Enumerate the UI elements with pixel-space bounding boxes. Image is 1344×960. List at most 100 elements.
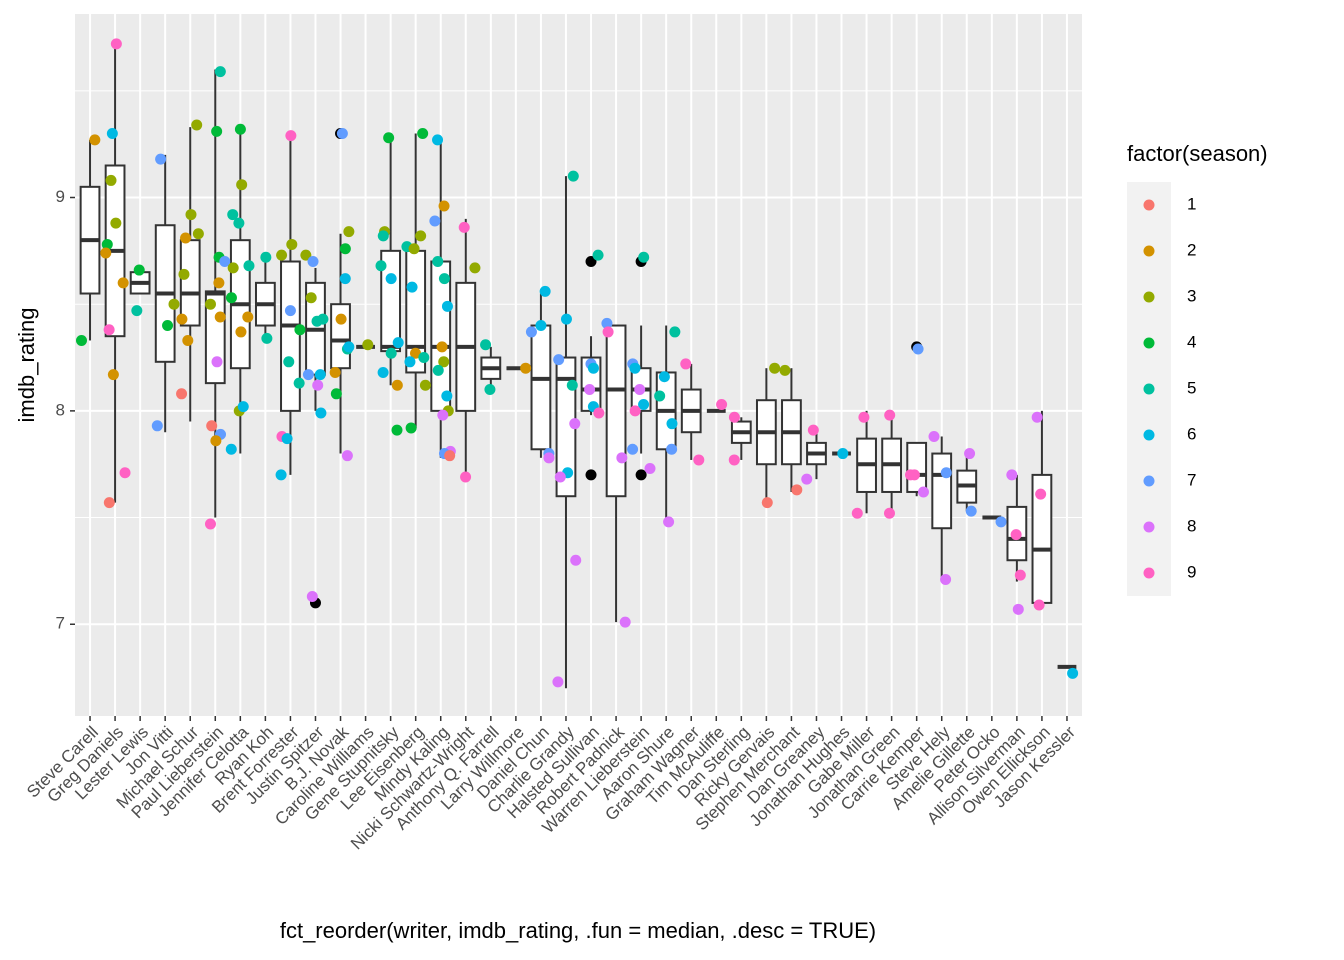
point: [539, 285, 551, 297]
point: [405, 422, 417, 434]
point: [728, 454, 740, 466]
point: [339, 273, 351, 285]
point: [1014, 569, 1026, 581]
y-tick-label: 7: [56, 614, 65, 633]
point: [940, 573, 952, 585]
point: [106, 127, 118, 139]
point: [317, 313, 329, 325]
box: [931, 452, 953, 530]
point: [225, 292, 237, 304]
point: [391, 424, 403, 436]
legend-label: 6: [1187, 424, 1196, 443]
point: [330, 388, 342, 400]
point: [417, 127, 429, 139]
point: [779, 364, 791, 376]
point: [176, 313, 188, 325]
legend-label: 1: [1187, 194, 1196, 213]
point: [884, 409, 896, 421]
point: [75, 334, 87, 346]
point: [284, 305, 296, 317]
point: [283, 356, 295, 368]
point: [234, 123, 246, 135]
point: [917, 486, 929, 498]
point: [392, 337, 404, 349]
point: [791, 484, 803, 496]
point: [185, 209, 197, 221]
point: [227, 209, 239, 221]
point: [680, 358, 692, 370]
box: [530, 324, 552, 451]
outlier: [585, 256, 597, 268]
point: [182, 334, 194, 346]
point: [658, 371, 670, 383]
point: [211, 125, 223, 137]
point: [437, 409, 449, 421]
point: [438, 356, 450, 368]
point: [335, 313, 347, 325]
panel: [75, 14, 1082, 716]
point: [343, 226, 355, 238]
point: [383, 132, 395, 144]
legend-label: 8: [1187, 516, 1196, 535]
point: [117, 277, 129, 289]
point: [235, 326, 247, 338]
point: [385, 273, 397, 285]
point: [883, 507, 895, 519]
point: [312, 379, 324, 391]
point: [716, 398, 728, 410]
point: [131, 305, 143, 317]
point: [638, 398, 650, 410]
point: [584, 384, 596, 396]
point: [110, 38, 122, 50]
point: [1067, 667, 1079, 679]
point: [285, 130, 297, 142]
point: [237, 401, 249, 413]
legend-key: [1143, 199, 1155, 211]
point: [192, 228, 204, 240]
legend-key: [1143, 245, 1155, 257]
point: [567, 170, 579, 182]
point: [1035, 488, 1047, 500]
point: [315, 407, 327, 419]
point: [566, 379, 578, 391]
point: [415, 230, 427, 242]
point: [438, 273, 450, 285]
point: [592, 249, 604, 261]
point: [1006, 469, 1018, 481]
point: [275, 469, 287, 481]
point: [162, 320, 174, 332]
point: [593, 407, 605, 419]
point: [1012, 603, 1024, 615]
point: [176, 388, 188, 400]
legend-key: [1143, 521, 1155, 533]
point: [666, 443, 678, 455]
point: [404, 356, 416, 368]
point: [286, 238, 298, 250]
point: [261, 332, 273, 344]
point: [306, 591, 318, 603]
point: [410, 347, 422, 359]
point: [543, 452, 555, 464]
marks: [75, 38, 1079, 689]
point: [101, 238, 113, 250]
point: [837, 448, 849, 460]
point: [225, 443, 237, 455]
point: [103, 497, 115, 509]
point: [343, 341, 355, 353]
point: [107, 369, 119, 381]
point: [214, 66, 226, 78]
point: [339, 243, 351, 255]
point: [587, 362, 599, 374]
point: [1031, 411, 1043, 423]
point: [191, 119, 203, 131]
point: [638, 251, 650, 263]
point: [408, 243, 420, 255]
y-tick-label: 8: [56, 400, 65, 419]
point: [100, 247, 112, 259]
point: [928, 430, 940, 442]
legend-label: 2: [1187, 240, 1196, 259]
point: [103, 324, 115, 336]
point: [362, 339, 374, 351]
